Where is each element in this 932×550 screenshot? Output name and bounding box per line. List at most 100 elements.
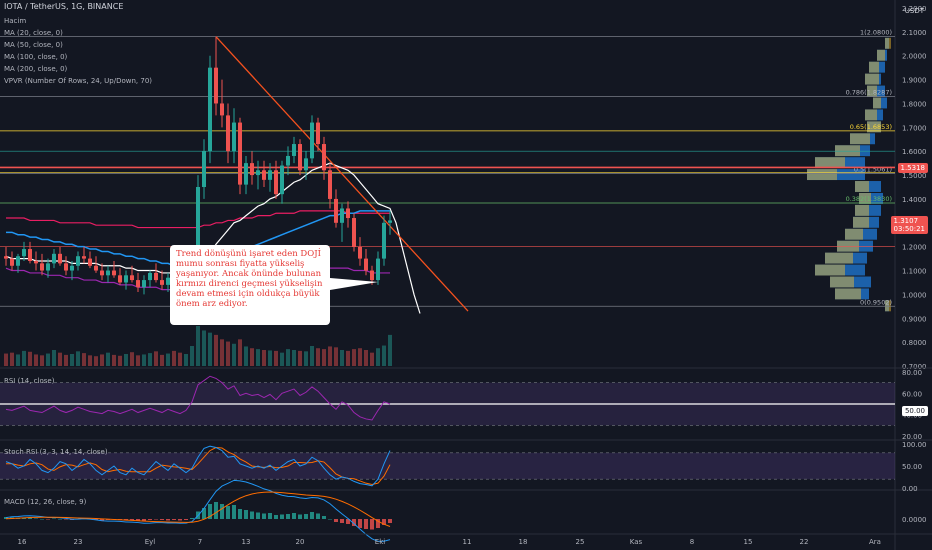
fib-level-label: 0.65(1.6853): [850, 123, 892, 131]
candle-body: [268, 170, 272, 180]
vpvr-bar-down: [877, 49, 885, 61]
macd-histogram-bar: [130, 519, 134, 520]
volume-bar: [130, 352, 134, 366]
x-tick-label: 18: [519, 538, 528, 546]
candle-body: [286, 155, 290, 166]
macd-histogram-bar: [46, 519, 50, 520]
vpvr-bar-down: [845, 228, 863, 240]
candle-body: [196, 187, 200, 261]
macd-histogram-bar: [238, 509, 242, 519]
volume-bar: [172, 350, 176, 366]
macd-histogram-bar: [268, 513, 272, 519]
volume-bar: [226, 341, 230, 366]
volume-bar: [352, 349, 356, 366]
indicator-ma100[interactable]: MA (100, close, 0): [4, 53, 68, 61]
vpvr-bar-down: [867, 85, 877, 97]
volume-bar: [328, 346, 332, 366]
macd-histogram-bar: [262, 513, 266, 519]
vpvr-bar-up: [855, 204, 881, 216]
volume-bar: [58, 352, 62, 366]
indicator-vpvr[interactable]: VPVR (Number Of Rows, 24, Up/Down, 70): [4, 77, 153, 85]
candle-body: [340, 208, 344, 223]
volume-bar: [214, 334, 218, 366]
volume-bar: [64, 354, 68, 366]
indicator-ma20[interactable]: MA (20, close, 0): [4, 29, 63, 37]
y-tick-label: 1.4000: [902, 196, 927, 204]
annotation-note[interactable]: Trend dönüşünü işaret eden DOJİ mumu son…: [170, 245, 330, 325]
vpvr-bar-up: [825, 252, 867, 264]
volume-bar: [184, 354, 188, 366]
macd-tick-label: 0.0000: [902, 516, 927, 524]
candle-body: [136, 280, 140, 288]
stoch-tick-label: 0.00: [902, 485, 918, 493]
candle-body: [202, 151, 206, 187]
macd-histogram-bar: [52, 518, 56, 519]
candle-body: [274, 170, 278, 195]
y-tick-label: 1.9000: [902, 77, 927, 85]
volume-bar: [70, 354, 74, 366]
volume-bar: [118, 355, 122, 366]
volume-bar: [364, 350, 368, 366]
volume-bar: [82, 353, 86, 366]
vpvr-bar-up: [850, 133, 875, 145]
candle-timer: 03:50:21: [893, 225, 925, 233]
macd-histogram-bar: [310, 512, 314, 519]
volume-bar: [190, 346, 194, 366]
volume-bar: [16, 354, 20, 366]
candle-body: [310, 122, 314, 159]
macd-histogram-bar: [220, 504, 224, 519]
x-tick-label: 8: [690, 538, 694, 546]
vpvr-bar-up: [867, 121, 881, 133]
y-tick-label: 0.9000: [902, 315, 927, 323]
candle-body: [82, 256, 86, 259]
vpvr-bar-up: [815, 264, 865, 276]
candle-body: [100, 270, 104, 276]
stoch-rsi-title[interactable]: Stoch RSI (3, 3, 14, 14, close): [4, 448, 108, 456]
vpvr-bar-down: [855, 204, 869, 216]
vpvr-bar-up: [807, 169, 865, 181]
macd-histogram-bar: [142, 519, 146, 521]
volume-bar: [334, 347, 338, 366]
x-tick-label: 15: [744, 538, 753, 546]
stoch-tick-label: 100.00: [902, 441, 927, 449]
candle-body: [142, 280, 146, 288]
rsi-title[interactable]: RSI (14, close): [4, 377, 55, 385]
volume-bar: [256, 349, 260, 366]
annotation-pointer: [330, 278, 378, 290]
vpvr-bar-down: [859, 192, 871, 204]
resistance-price-tag: 1.5318: [897, 163, 928, 173]
stoch-k-line: [5, 445, 391, 487]
volume-label: Hacim: [4, 17, 27, 25]
fib-level-label: 1(2.0800): [860, 29, 892, 37]
x-tick-label: Kas: [630, 538, 643, 546]
macd-histogram-bar: [244, 510, 248, 519]
volume-bar: [94, 356, 98, 366]
candle-body: [244, 163, 248, 185]
vpvr-bar-up: [835, 288, 869, 300]
volume-bar: [196, 326, 200, 366]
indicator-ma50[interactable]: MA (50, close, 0): [4, 41, 63, 49]
volume-bar: [148, 353, 152, 366]
vpvr-bar-up: [845, 228, 877, 240]
currency-label[interactable]: USDT: [904, 7, 924, 15]
volume-bar: [76, 351, 80, 366]
macd-histogram-bar: [352, 519, 356, 526]
volume-bar: [358, 348, 362, 366]
volume-bar: [316, 348, 320, 366]
volume-bar: [376, 348, 380, 366]
macd-histogram-bar: [358, 519, 362, 528]
macd-histogram-bar: [226, 506, 230, 519]
macd-title[interactable]: MACD (12, 26, close, 9): [4, 498, 87, 506]
candle-body: [304, 158, 308, 171]
volume-bar: [34, 354, 38, 366]
volume-bar: [10, 352, 14, 366]
candle-body: [34, 260, 38, 264]
volume-bar: [274, 350, 278, 366]
candle-body: [358, 246, 362, 259]
candle-body: [238, 122, 242, 185]
volume-bar: [298, 350, 302, 366]
y-tick-label: 1.1000: [902, 268, 927, 276]
volume-bar: [88, 355, 92, 366]
indicator-ma200[interactable]: MA (200, close, 0): [4, 65, 68, 73]
